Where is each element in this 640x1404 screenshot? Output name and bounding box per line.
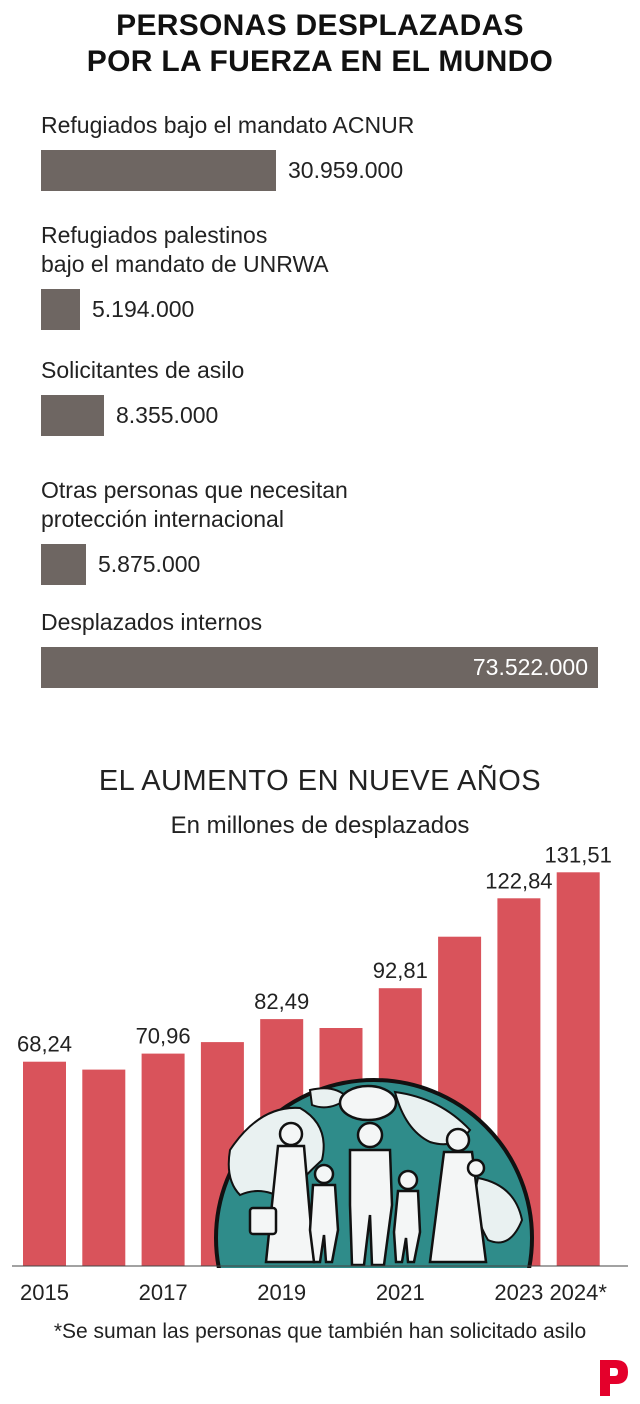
bar-value-label: 8.355.000: [116, 402, 219, 428]
horizontal-bar: [41, 544, 86, 585]
column-bar: [23, 1061, 66, 1266]
category-label: Refugiados palestinos: [41, 222, 268, 248]
data-label: 68,24: [17, 1032, 72, 1057]
category-label: Refugiados bajo el mandato ACNUR: [41, 112, 415, 138]
chart-subtitle: En millones de desplazados: [170, 812, 470, 839]
data-label: 122,84: [485, 868, 552, 893]
page-title: PERSONAS DESPLAZADAS POR LA FUERZA EN EL…: [0, 8, 640, 80]
x-tick-label: 2021: [376, 1280, 425, 1305]
x-tick-label: 2017: [139, 1280, 188, 1305]
category-label: bajo el mandato de UNRWA: [41, 251, 329, 277]
category-label: protección internacional: [41, 506, 284, 532]
category-label: Solicitantes de asilo: [41, 357, 245, 383]
column-bar: [556, 872, 600, 1266]
data-label: 82,49: [254, 989, 309, 1014]
bar-value-label: 30.959.000: [288, 157, 404, 183]
x-tick-label: 2023: [494, 1280, 543, 1305]
bar-value-label: 5.875.000: [98, 551, 201, 577]
chart-title: EL AUMENTO EN NUEVE AÑOS: [98, 765, 542, 797]
bar-value-label: 5.194.000: [92, 296, 195, 322]
title-line-2: POR LA FUERZA EN EL MUNDO: [86, 45, 554, 78]
x-tick-label: 2019: [257, 1280, 306, 1305]
data-label: 70,96: [136, 1024, 191, 1049]
bar-value-label: 73.522.000: [472, 654, 588, 680]
horizontal-bar: [41, 289, 80, 330]
column-bar: [141, 1053, 185, 1266]
globe-with-refugee-family-icon: [214, 1078, 534, 1268]
footnote: *Se suman las personas que también han s…: [53, 1320, 587, 1343]
title-line-1: PERSONAS DESPLAZADAS: [116, 9, 524, 42]
horizontal-bar: [41, 647, 598, 688]
data-label: 131,51: [545, 842, 612, 867]
horizontal-bar: [41, 395, 104, 436]
column-bar: [82, 1069, 126, 1266]
x-tick-label: 2015: [20, 1280, 69, 1305]
publisher-logo-p-icon: [600, 1360, 628, 1396]
horizontal-bar: [41, 150, 276, 191]
category-label: Otras personas que necesitan: [41, 477, 348, 503]
category-label: Desplazados internos: [41, 609, 263, 635]
data-label: 92,81: [373, 958, 428, 983]
x-tick-label: 2024*: [549, 1280, 607, 1305]
